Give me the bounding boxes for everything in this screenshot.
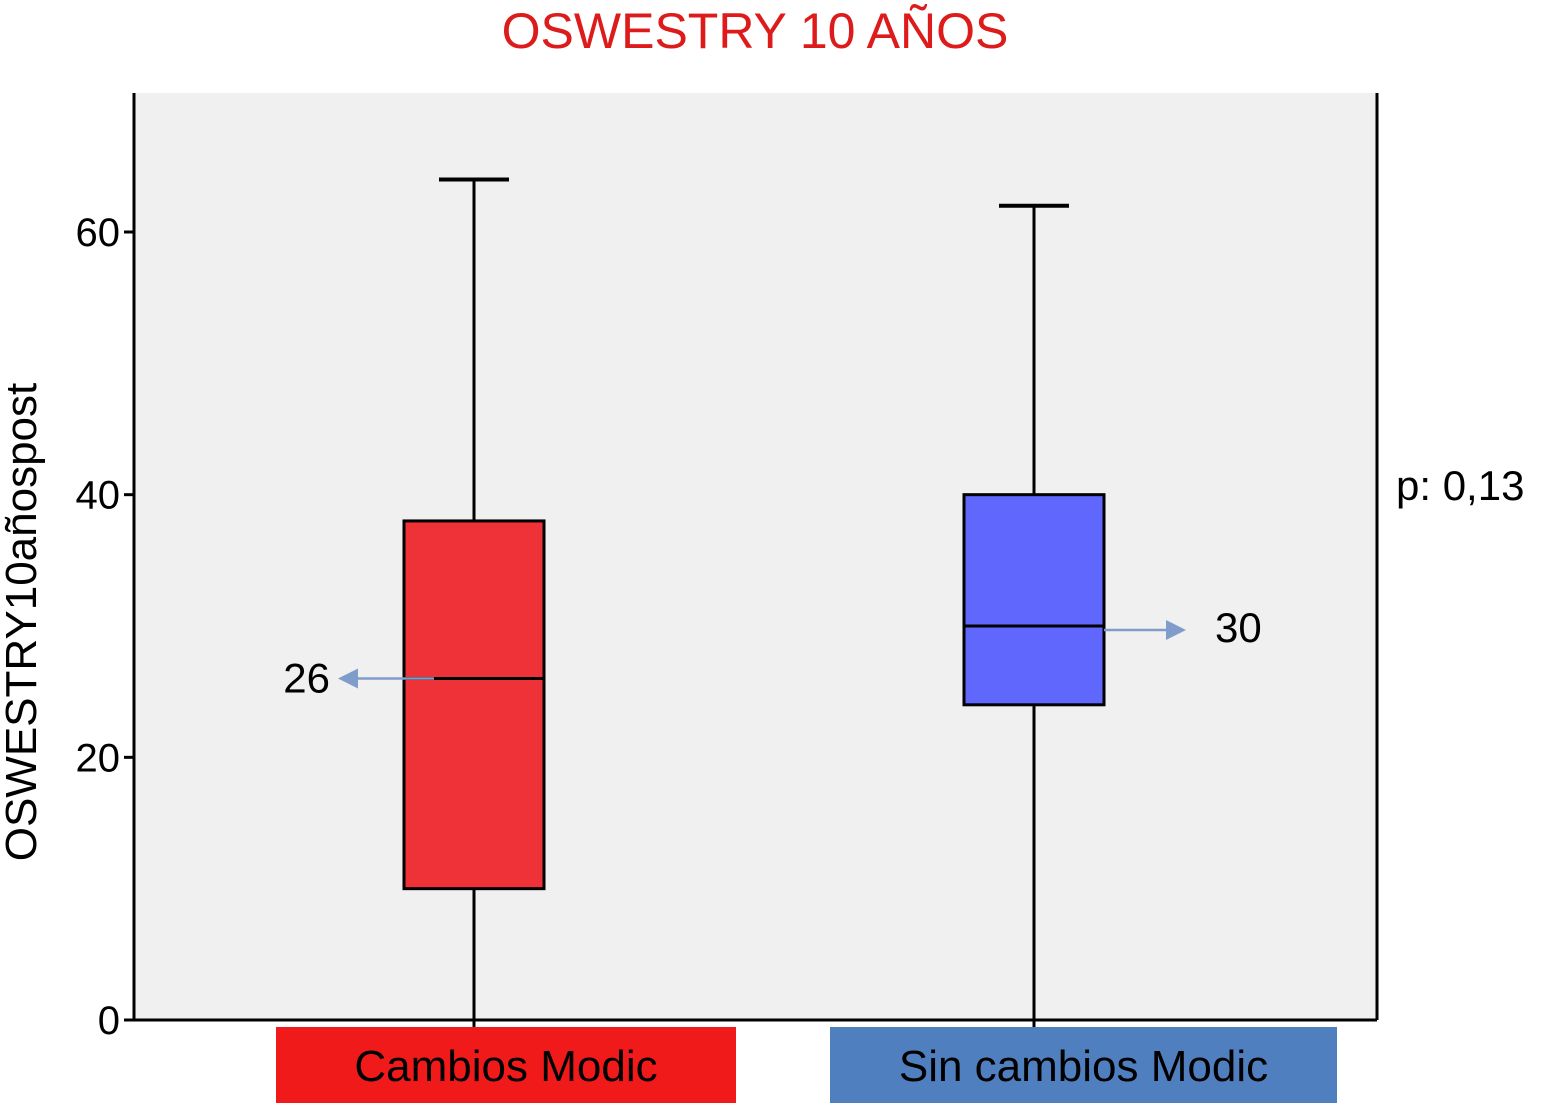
x-axis-category-labels: Cambios Modic Sin cambios Modic <box>276 1027 1337 1103</box>
plot-area <box>134 93 1377 1020</box>
y-axis-ticks: 0 20 40 60 <box>76 211 134 1043</box>
iqr-box <box>962 493 1106 707</box>
category-label-2: Sin cambios Modic <box>830 1027 1337 1103</box>
iqr-box <box>402 519 546 891</box>
median-label: 30 <box>1215 604 1262 651</box>
chart-title: OSWESTRY 10 AÑOS <box>502 3 1009 59</box>
arrow-head-icon <box>1166 620 1186 640</box>
y-axis-label: OSWESTRY10añospost <box>0 383 46 862</box>
category-label-1: Cambios Modic <box>276 1027 736 1103</box>
median-label: 26 <box>283 655 330 702</box>
category-label-background <box>276 1027 736 1103</box>
arrow-head-icon <box>338 668 358 689</box>
y-tick-label: 0 <box>98 999 120 1043</box>
boxes: 26 30 <box>283 177 1262 1028</box>
category-label-text: Cambios Modic <box>354 1042 657 1091</box>
y-tick-label: 40 <box>76 474 121 518</box>
box-2: 30 <box>962 203 1262 1028</box>
y-tick-label: 60 <box>76 211 121 255</box>
axes <box>132 93 1379 1022</box>
category-label-background <box>830 1027 1337 1103</box>
category-label-text: Sin cambios Modic <box>899 1042 1268 1091</box>
p-value-annotation: p: 0,13 <box>1396 462 1524 509</box>
box-1: 26 <box>283 177 546 1028</box>
y-tick-label: 20 <box>76 736 121 780</box>
